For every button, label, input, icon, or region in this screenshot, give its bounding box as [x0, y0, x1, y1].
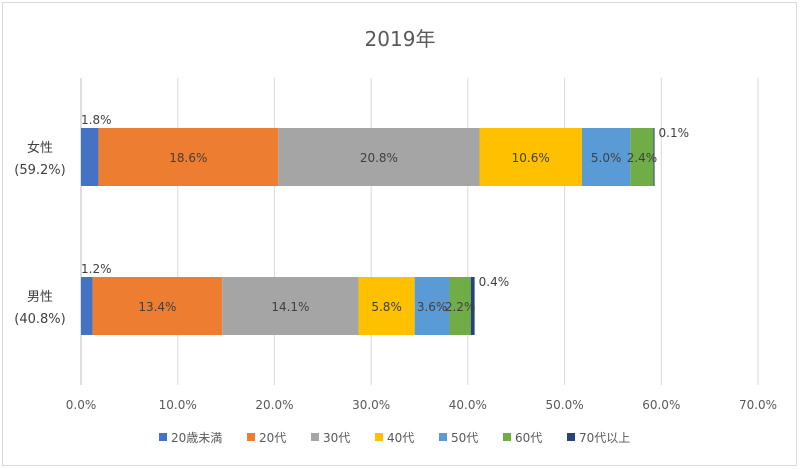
data-label: 5.8%: [371, 300, 402, 314]
legend-label[interactable]: 20代: [259, 431, 286, 445]
bar-segment[interactable]: [653, 128, 655, 186]
bars: [81, 128, 655, 335]
category-labels: 女性 (59.2%) 男性 (40.8%): [14, 140, 65, 327]
chart-title: 2019年: [365, 27, 436, 51]
legend-label[interactable]: 50代: [451, 431, 478, 445]
data-label: 18.6%: [169, 151, 207, 165]
data-label: 2.2%: [445, 300, 476, 314]
category-label: 女性: [27, 140, 53, 156]
data-label: 2.4%: [627, 151, 658, 165]
data-label: 3.6%: [417, 300, 448, 314]
x-tick-label: 40.0%: [449, 398, 487, 412]
bar-segment[interactable]: [98, 128, 279, 186]
category-total-label: (59.2%): [14, 163, 65, 178]
x-tick-label: 20.0%: [255, 398, 293, 412]
data-labels: 1.8% 18.6% 20.8% 10.6% 5.0% 2.4%0.1% 1.2% 13.4%…: [81, 113, 689, 314]
bar-segment[interactable]: [278, 128, 480, 186]
legend-swatch: [439, 433, 447, 441]
data-label: 20.8%: [360, 151, 398, 165]
legend-label[interactable]: 60代: [515, 431, 542, 445]
bar-segment[interactable]: [449, 277, 471, 335]
data-label: 14.1%: [271, 300, 309, 314]
bar-segment[interactable]: [81, 277, 93, 335]
bar-segment[interactable]: [470, 277, 475, 335]
bar-segment[interactable]: [630, 128, 654, 186]
bar-segment[interactable]: [581, 128, 631, 186]
data-label: 5.0%: [591, 151, 622, 165]
x-tick-label: 70.0%: [739, 398, 777, 412]
legend-label[interactable]: 20歳未満: [171, 431, 222, 445]
bar-segment[interactable]: [92, 277, 223, 335]
legend-label[interactable]: 40代: [387, 431, 414, 445]
legend-swatch: [311, 433, 319, 441]
data-label: 10.6%: [512, 151, 550, 165]
category-total-label: (40.8%): [14, 312, 65, 327]
legend-label[interactable]: 70代以上: [579, 431, 630, 445]
legend-label[interactable]: 30代: [323, 431, 350, 445]
x-tick-label: 0.0%: [66, 398, 97, 412]
x-tick-label: 10.0%: [159, 398, 197, 412]
data-label: 0.4%: [479, 275, 510, 289]
data-label: 1.2%: [81, 262, 112, 276]
legend-swatch: [159, 433, 167, 441]
bar-segment[interactable]: [358, 277, 415, 335]
x-tick-label: 50.0%: [546, 398, 584, 412]
x-axis-ticks: 0.0% 10.0% 20.0% 30.0% 40.0% 50.0% 60.0% 70.0%: [66, 398, 777, 412]
gridlines: [80, 78, 759, 385]
x-tick-label: 30.0%: [352, 398, 390, 412]
data-label: 0.1%: [659, 126, 690, 140]
legend[interactable]: 20歳未満 20代 30代 40代 50代 60代 70代以上: [159, 431, 630, 445]
bar-segment[interactable]: [222, 277, 359, 335]
bar-segment[interactable]: [81, 128, 99, 186]
legend-swatch: [375, 433, 383, 441]
legend-swatch: [503, 433, 511, 441]
category-label: 男性: [27, 290, 53, 305]
legend-swatch: [247, 433, 255, 441]
bar-segment[interactable]: [414, 277, 450, 335]
data-label: 13.4%: [138, 300, 176, 314]
data-label: 1.8%: [81, 113, 112, 127]
bar-segment[interactable]: [479, 128, 582, 186]
legend-swatch: [567, 433, 575, 441]
x-tick-label: 60.0%: [642, 398, 680, 412]
